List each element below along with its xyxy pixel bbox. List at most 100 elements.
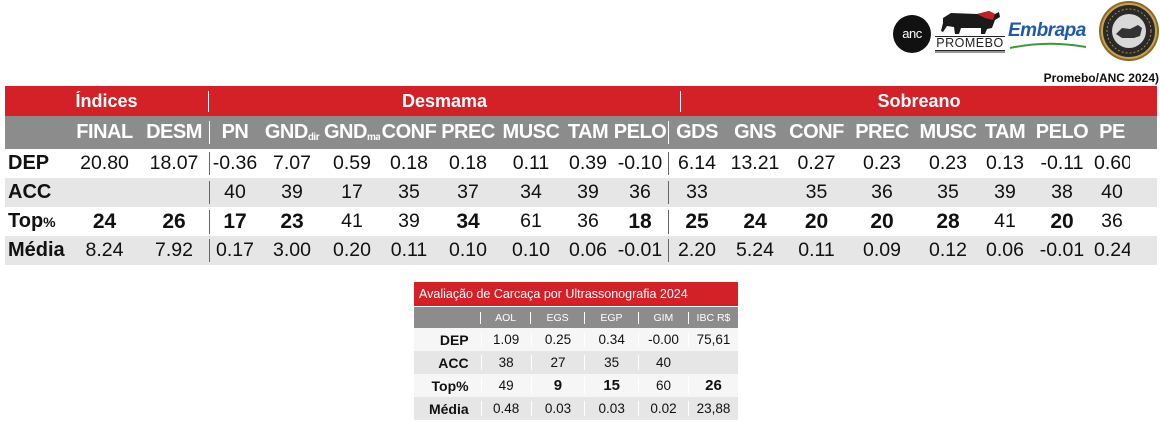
table-cell: 36 bbox=[871, 181, 893, 203]
carcass-cell: 1.09 bbox=[480, 332, 531, 347]
table-cell: 40 bbox=[209, 181, 260, 204]
table-cell: 0.11 bbox=[512, 152, 550, 174]
column-header-label: TAM bbox=[567, 121, 609, 143]
table-cell: 38 bbox=[1051, 181, 1073, 203]
promebo-logo: PROMEBO bbox=[935, 8, 1005, 56]
table-cell: 36 bbox=[577, 210, 599, 232]
table-cell: 0.13 bbox=[986, 152, 1024, 174]
column-header-label: MUSC bbox=[502, 121, 560, 143]
embrapa-swoosh-icon bbox=[1009, 42, 1087, 49]
table-cell: 20 bbox=[870, 209, 894, 233]
column-header: GNDdir bbox=[260, 121, 324, 144]
column-header-row: FINALDESMPNGNDdirGNDmatCONFPRECMUSCTAMPE… bbox=[5, 116, 1157, 149]
table-cell: -0.36 bbox=[209, 152, 260, 175]
carcass-cell: 0.25 bbox=[530, 332, 585, 347]
column-header: TAM bbox=[564, 121, 612, 144]
column-header-label: PELO bbox=[1035, 121, 1089, 143]
carcass-cell: 27 bbox=[530, 355, 585, 370]
carcass-cell: 0.03 bbox=[530, 401, 585, 416]
table-cell: 35 bbox=[937, 181, 959, 203]
carcass-cell: 0.03 bbox=[584, 401, 638, 416]
table-cell: 18 bbox=[628, 209, 652, 233]
table-cell: 24 bbox=[92, 209, 117, 233]
table-cell: 34 bbox=[520, 181, 542, 203]
carcass-cell: 38 bbox=[480, 355, 531, 370]
carcass-cell: 9 bbox=[530, 377, 585, 394]
table-cell: 0.60 bbox=[1094, 152, 1130, 174]
carcass-column-header: EGS bbox=[530, 311, 584, 324]
column-header: PN bbox=[209, 121, 260, 144]
carcass-row: ACC 38 27 35 40 bbox=[414, 351, 738, 374]
table-cell: 0.18 bbox=[390, 152, 428, 174]
carcass-title: Avaliação de Carcaça por Ultrassonografi… bbox=[414, 282, 738, 306]
column-header-label: GDS bbox=[676, 121, 718, 143]
carcass-cell: 0.48 bbox=[480, 401, 531, 416]
column-header: FINAL bbox=[70, 121, 139, 144]
row-label: Top% bbox=[5, 210, 70, 233]
column-header-label: GND bbox=[324, 121, 367, 143]
row-label-text: ACC bbox=[8, 181, 52, 203]
table-cell: 8.24 bbox=[85, 239, 124, 261]
column-header-label: DESM bbox=[146, 121, 202, 143]
carcass-cell: 49 bbox=[480, 378, 531, 393]
column-header-label: CONF bbox=[789, 121, 844, 143]
table-cell: 0.23 bbox=[929, 152, 967, 174]
table-cell: 41 bbox=[341, 210, 363, 232]
table-cell: 23 bbox=[280, 209, 304, 233]
table-cell: 39 bbox=[994, 181, 1016, 203]
table-cell: 18.07 bbox=[149, 152, 199, 174]
table-cell: -0.01 bbox=[617, 239, 663, 261]
table-cell: 41 bbox=[994, 210, 1016, 232]
column-header-label: GNS bbox=[734, 121, 776, 143]
section-sobreano: Sobreano bbox=[680, 90, 1157, 112]
table-cell: 39 bbox=[398, 210, 420, 232]
table-row: DEP 20.80 18.07 -0.36 7.07 0.59 0.18 0.18 0.11 0.… bbox=[5, 149, 1157, 178]
carcass-column-header: EGP bbox=[584, 311, 638, 324]
table-cell: 28 bbox=[936, 209, 960, 233]
column-header-label: FINAL bbox=[76, 121, 133, 143]
carcass-cell: 40 bbox=[638, 355, 688, 370]
table-cell: 34 bbox=[456, 209, 480, 233]
carcass-data-rows: DEP 1.09 0.25 0.34 -0.00 75,61 ACC 38 27 35 40 Top%… bbox=[414, 328, 738, 420]
genetic-evaluation-table: Índices Desmama Sobreano FINAL DESM PN GNDd… bbox=[5, 86, 1157, 265]
carcass-column-header: AOL bbox=[480, 311, 530, 324]
table-cell: 0.18 bbox=[449, 152, 487, 174]
row-label: DEP bbox=[5, 152, 70, 175]
table-cell: 40 bbox=[1101, 181, 1123, 203]
table-cell: 0.24 bbox=[1094, 239, 1130, 261]
carcass-row: Média 0.48 0.03 0.03 0.02 23,88 bbox=[414, 397, 738, 420]
table-cell: 26 bbox=[162, 209, 186, 233]
logo-bar: anc PROMEBO Embrapa bbox=[888, 1, 1160, 64]
column-header-subscript: mat bbox=[366, 132, 380, 143]
table-cell: 0.23 bbox=[863, 152, 901, 174]
row-label-text: Média bbox=[8, 239, 65, 261]
row-label-text: DEP bbox=[8, 152, 50, 174]
promebo-logo-text: PROMEBO bbox=[935, 36, 1005, 51]
carcass-cell: 23,88 bbox=[688, 401, 738, 416]
table-cell: 33 bbox=[668, 181, 725, 204]
column-header: CONF bbox=[380, 121, 438, 144]
carcass-cell: 0.02 bbox=[638, 401, 688, 416]
table-cell: 61 bbox=[520, 210, 542, 232]
anc-logo: anc bbox=[893, 15, 931, 53]
table-cell: 7.92 bbox=[155, 239, 193, 261]
column-header: GDS bbox=[668, 121, 725, 144]
carcass-cell: 0.34 bbox=[584, 332, 638, 347]
table-cell: 36 bbox=[629, 181, 651, 203]
table-cell: 0.12 bbox=[929, 239, 967, 261]
column-header-subscript: dir bbox=[307, 132, 320, 143]
column-header: PREC bbox=[848, 121, 916, 144]
column-header-label: PE bbox=[1099, 121, 1125, 143]
column-header: PREC bbox=[438, 121, 498, 144]
table-cell: 3.00 bbox=[273, 239, 311, 261]
table-cell: 36 bbox=[1101, 210, 1123, 232]
table-row: Top% 24 26 17 23 41 39 34 61 36 18 25 24 20 20 28 41 20 36 bbox=[5, 207, 1157, 236]
carcass-cell: 60 bbox=[638, 378, 688, 393]
table-cell: 20 bbox=[804, 209, 829, 233]
table-cell: 39 bbox=[577, 181, 599, 203]
row-label: ACC bbox=[5, 181, 70, 204]
table-cell: 35 bbox=[805, 181, 828, 203]
table-cell: 0.39 bbox=[569, 152, 607, 174]
table-cell: 39 bbox=[281, 181, 303, 203]
carcass-row: Top% 49 9 15 60 26 bbox=[414, 374, 738, 397]
